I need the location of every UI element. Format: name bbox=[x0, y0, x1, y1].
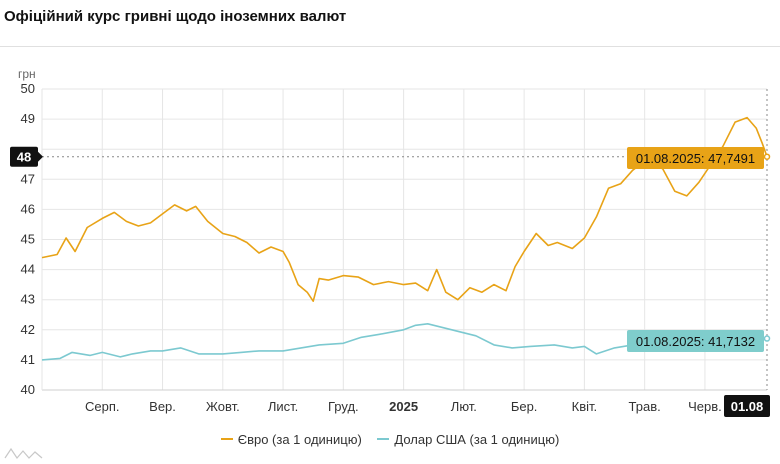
endpoint-marker-euro[interactable] bbox=[763, 153, 771, 160]
y-tick-label: 44 bbox=[21, 262, 35, 277]
page-title: Офіційний курс гривні щодо іноземних вал… bbox=[4, 8, 347, 25]
legend-label-usd: Долар США (за 1 одиницю) bbox=[394, 431, 560, 447]
endpoint-marker-usd[interactable] bbox=[763, 335, 771, 342]
end-label-box-usd bbox=[627, 330, 764, 352]
x-tick-label: Черв. bbox=[688, 399, 722, 414]
axis-labels: грн 40 41 42 43 44 45 46 47 49 50 Серп. Вер. Жовт. Ли… bbox=[18, 67, 722, 414]
x-tick-label: Бер. bbox=[511, 399, 538, 414]
title-divider bbox=[0, 46, 780, 47]
x-tick-label: 2025 bbox=[389, 399, 418, 414]
y-tick-label: 40 bbox=[21, 382, 35, 397]
y-tick-label: 46 bbox=[21, 201, 35, 216]
line-chart[interactable]: грн 40 41 42 43 44 45 46 47 49 50 Серп. Вер. Жовт. Ли… bbox=[0, 0, 780, 428]
end-label-euro: 01.08.2025: 47,7491 bbox=[636, 151, 755, 166]
end-label-usd: 01.08.2025: 41,7132 bbox=[636, 334, 755, 349]
x-tick-label: Груд. bbox=[328, 399, 359, 414]
legend-item-usd[interactable]: Долар США (за 1 одиницю) bbox=[377, 432, 559, 447]
x-cursor-badge bbox=[724, 395, 770, 417]
end-label-box-euro bbox=[627, 147, 764, 169]
x-tick-label: Жовт. bbox=[206, 399, 240, 414]
y-cursor-badge bbox=[10, 146, 38, 167]
y-tick-label: 45 bbox=[21, 232, 35, 247]
x-tick-label: Трав. bbox=[629, 399, 661, 414]
x-cursor-label: 01.08 bbox=[731, 399, 764, 414]
y-tick-label: 47 bbox=[21, 171, 35, 186]
x-tick-label: Квіт. bbox=[572, 399, 598, 414]
legend-item-euro[interactable]: Євро (за 1 одиницю) bbox=[220, 431, 362, 447]
cursor-overlay: 48 01.08 01.08.2025: 47,7491 01.08.2025: 41… bbox=[10, 89, 771, 417]
logo-icon bbox=[4, 447, 43, 459]
y-tick-label: 50 bbox=[21, 81, 35, 96]
legend-swatch-euro bbox=[220, 438, 233, 440]
x-tick-label: Серп. bbox=[85, 399, 120, 414]
x-tick-label: Лют. bbox=[451, 399, 477, 414]
y-tick-label: 49 bbox=[21, 111, 35, 126]
y-axis-unit-label: грн bbox=[18, 67, 36, 81]
chart-legend: Євро (за 1 одиницю) Долар США (за 1 один… bbox=[0, 428, 780, 447]
y-tick-label: 43 bbox=[21, 292, 35, 307]
x-tick-label: Вер. bbox=[149, 399, 176, 414]
x-tick-label: Лист. bbox=[268, 399, 298, 414]
y-cursor-badge-pointer bbox=[38, 151, 43, 162]
legend-swatch-usd bbox=[377, 438, 390, 440]
y-cursor-label: 48 bbox=[17, 150, 31, 165]
y-tick-label: 41 bbox=[21, 352, 35, 367]
y-tick-label: 42 bbox=[21, 322, 35, 337]
legend-label-euro: Євро (за 1 одиницю) bbox=[237, 431, 362, 447]
